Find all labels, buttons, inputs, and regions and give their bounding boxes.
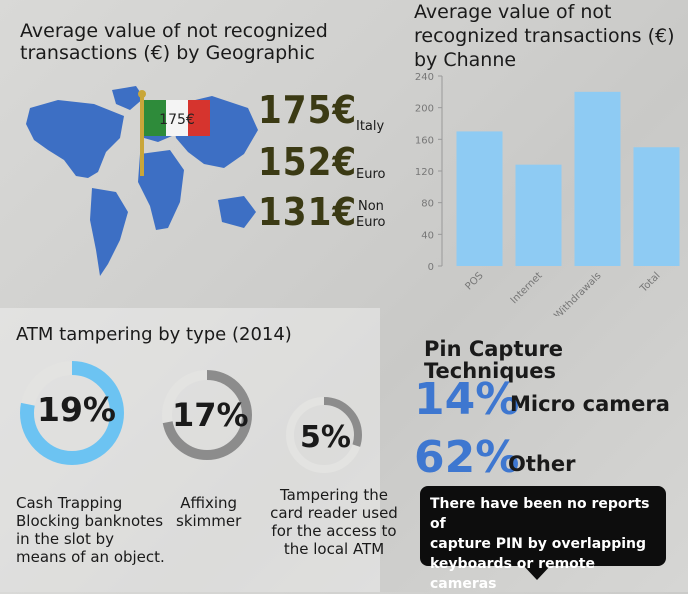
pin-note-callout [420, 486, 666, 566]
y-tick-label: 80 [421, 199, 434, 210]
map-australia [218, 196, 256, 228]
atm-caption-card-reader: Tampering the card reader used for the a… [270, 486, 398, 558]
y-tick-label: 200 [415, 104, 434, 115]
channel-title-line1: Average value of not [414, 1, 612, 23]
x-tick-label: POS [464, 270, 486, 292]
atm-caption-cash-trapping: Cash Trapping Blocking banknotes in the … [16, 494, 165, 566]
geo-label-euro: Euro [356, 167, 386, 182]
y-tick-label: 40 [421, 230, 434, 241]
map-greenland [112, 86, 144, 110]
pin-title: Pin Capture Techniques [424, 337, 564, 383]
atm-caption-skimmer: Affixing skimmer [176, 494, 242, 530]
geo-value-euro: 152€ [258, 140, 358, 184]
flag-red [188, 100, 210, 136]
pin-pct-other: 62% [414, 432, 520, 483]
channel-title: Average value of not recognized transact… [414, 0, 684, 72]
geo-value-non-euro: 131€ [258, 190, 358, 234]
geo-title-line2: transactions (€) by Geographic [20, 42, 315, 64]
x-tick-label: Total [638, 270, 663, 295]
pin-pct-micro-camera: 14% [414, 374, 520, 425]
channel-title-line3: by Channe [414, 49, 517, 71]
map-south-america [90, 188, 128, 276]
x-tick-label: Internet [509, 270, 545, 306]
flag-pole [140, 94, 144, 176]
y-tick-label: 160 [415, 135, 434, 146]
atm-pct-17: 17% [172, 396, 249, 434]
geo-label-italy: Italy [356, 119, 385, 134]
map-africa [138, 150, 184, 230]
geo-label-non-euro-2: Euro [356, 215, 386, 230]
pin-label-micro-camera: Micro camera [510, 392, 670, 416]
map-north-america [26, 100, 124, 178]
bar-internet [515, 164, 562, 266]
flag-pole-top [138, 90, 146, 98]
ring-19-fill [20, 361, 124, 465]
atm-rings [20, 361, 362, 473]
atm-title: ATM tampering by type (2014) [16, 324, 292, 345]
ring-5-fill [286, 397, 362, 473]
ring-17-fill [162, 370, 252, 460]
y-tick-label: 240 [415, 72, 434, 83]
geo-title-line1: Average value of not recognized [20, 20, 328, 42]
geo-title: Average value of not recognized transact… [20, 20, 340, 64]
bar-pos [456, 131, 503, 266]
callout-pointer [522, 564, 552, 580]
y-tick-label: 0 [428, 262, 434, 273]
bar-total [633, 147, 680, 266]
geo-value-italy: 175€ [258, 88, 358, 132]
flag-label: 175€ [159, 112, 195, 128]
y-tick-label: 120 [415, 167, 434, 178]
channel-title-line2: recognized transactions (€) [414, 25, 675, 47]
x-tick-label: Withdrawals [552, 270, 603, 316]
atm-pct-5: 5% [300, 420, 351, 455]
world-map: 175€ [26, 86, 258, 276]
flag-green [144, 100, 166, 136]
flag-white [166, 100, 188, 136]
channel-bar-chart: 0 40 80 120 160 200 240 POS Internet Withdrawals T… [415, 72, 680, 316]
pin-note-text: There have been no reports of capture PI… [430, 496, 650, 592]
geo-label-non-euro-1: Non [358, 199, 384, 214]
bar-withdrawals [574, 91, 621, 266]
pin-label-other: Other [508, 452, 576, 476]
atm-pct-19: 19% [37, 390, 116, 429]
